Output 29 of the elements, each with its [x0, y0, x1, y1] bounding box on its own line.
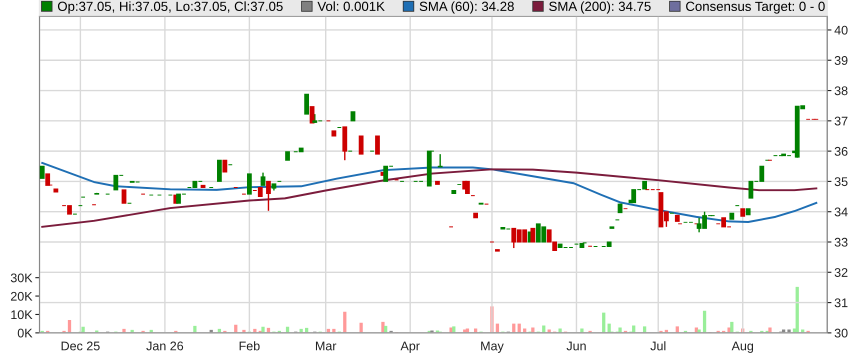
y-tick-label: 36 — [834, 146, 848, 156]
x-tick-label: Dec 25 — [62, 342, 100, 350]
x-tick-label: Jul — [650, 341, 666, 350]
y-tick-label: 37 — [834, 116, 848, 126]
y-tick-label: 39 — [834, 56, 848, 65]
legend-label: Consensus Target: 0 - 0 — [686, 2, 825, 14]
y2-tick-label: 10K — [11, 310, 32, 320]
legend-label: Vol: 0.001K — [317, 1, 385, 12]
y-tick-label: 35 — [834, 177, 848, 186]
x-tick-label: May — [481, 342, 504, 353]
x-tick-label: Mar — [316, 342, 336, 350]
y-tick-label: 32 — [834, 268, 848, 277]
legend-label: Op:37.05, Hi:37.05, Lo:37.05, Cl:37.05 — [58, 1, 283, 14]
y-tick-label: 30 — [834, 328, 848, 338]
legend-label: SMA (60): 34.28 — [420, 1, 514, 14]
y-tick-label: 33 — [834, 238, 848, 247]
x-tick-label: Feb — [240, 341, 260, 350]
legend-label: SMA (200): 34.75 — [549, 1, 651, 14]
y2-tick-label: 20K — [10, 292, 32, 301]
y-tick-label: 31 — [834, 298, 848, 308]
y-tick-label: 34 — [834, 208, 848, 216]
y2-tick-label: 0K — [18, 328, 32, 338]
x-tick-label: Aug — [732, 342, 754, 353]
x-tick-label: Jun — [566, 342, 586, 350]
y2-tick-label: 30K — [10, 273, 32, 282]
y-tick-label: 38 — [834, 86, 848, 96]
x-tick-label: Apr — [400, 342, 420, 353]
y-tick-label: 40 — [834, 26, 848, 35]
x-tick-label: Jan 26 — [146, 342, 184, 350]
